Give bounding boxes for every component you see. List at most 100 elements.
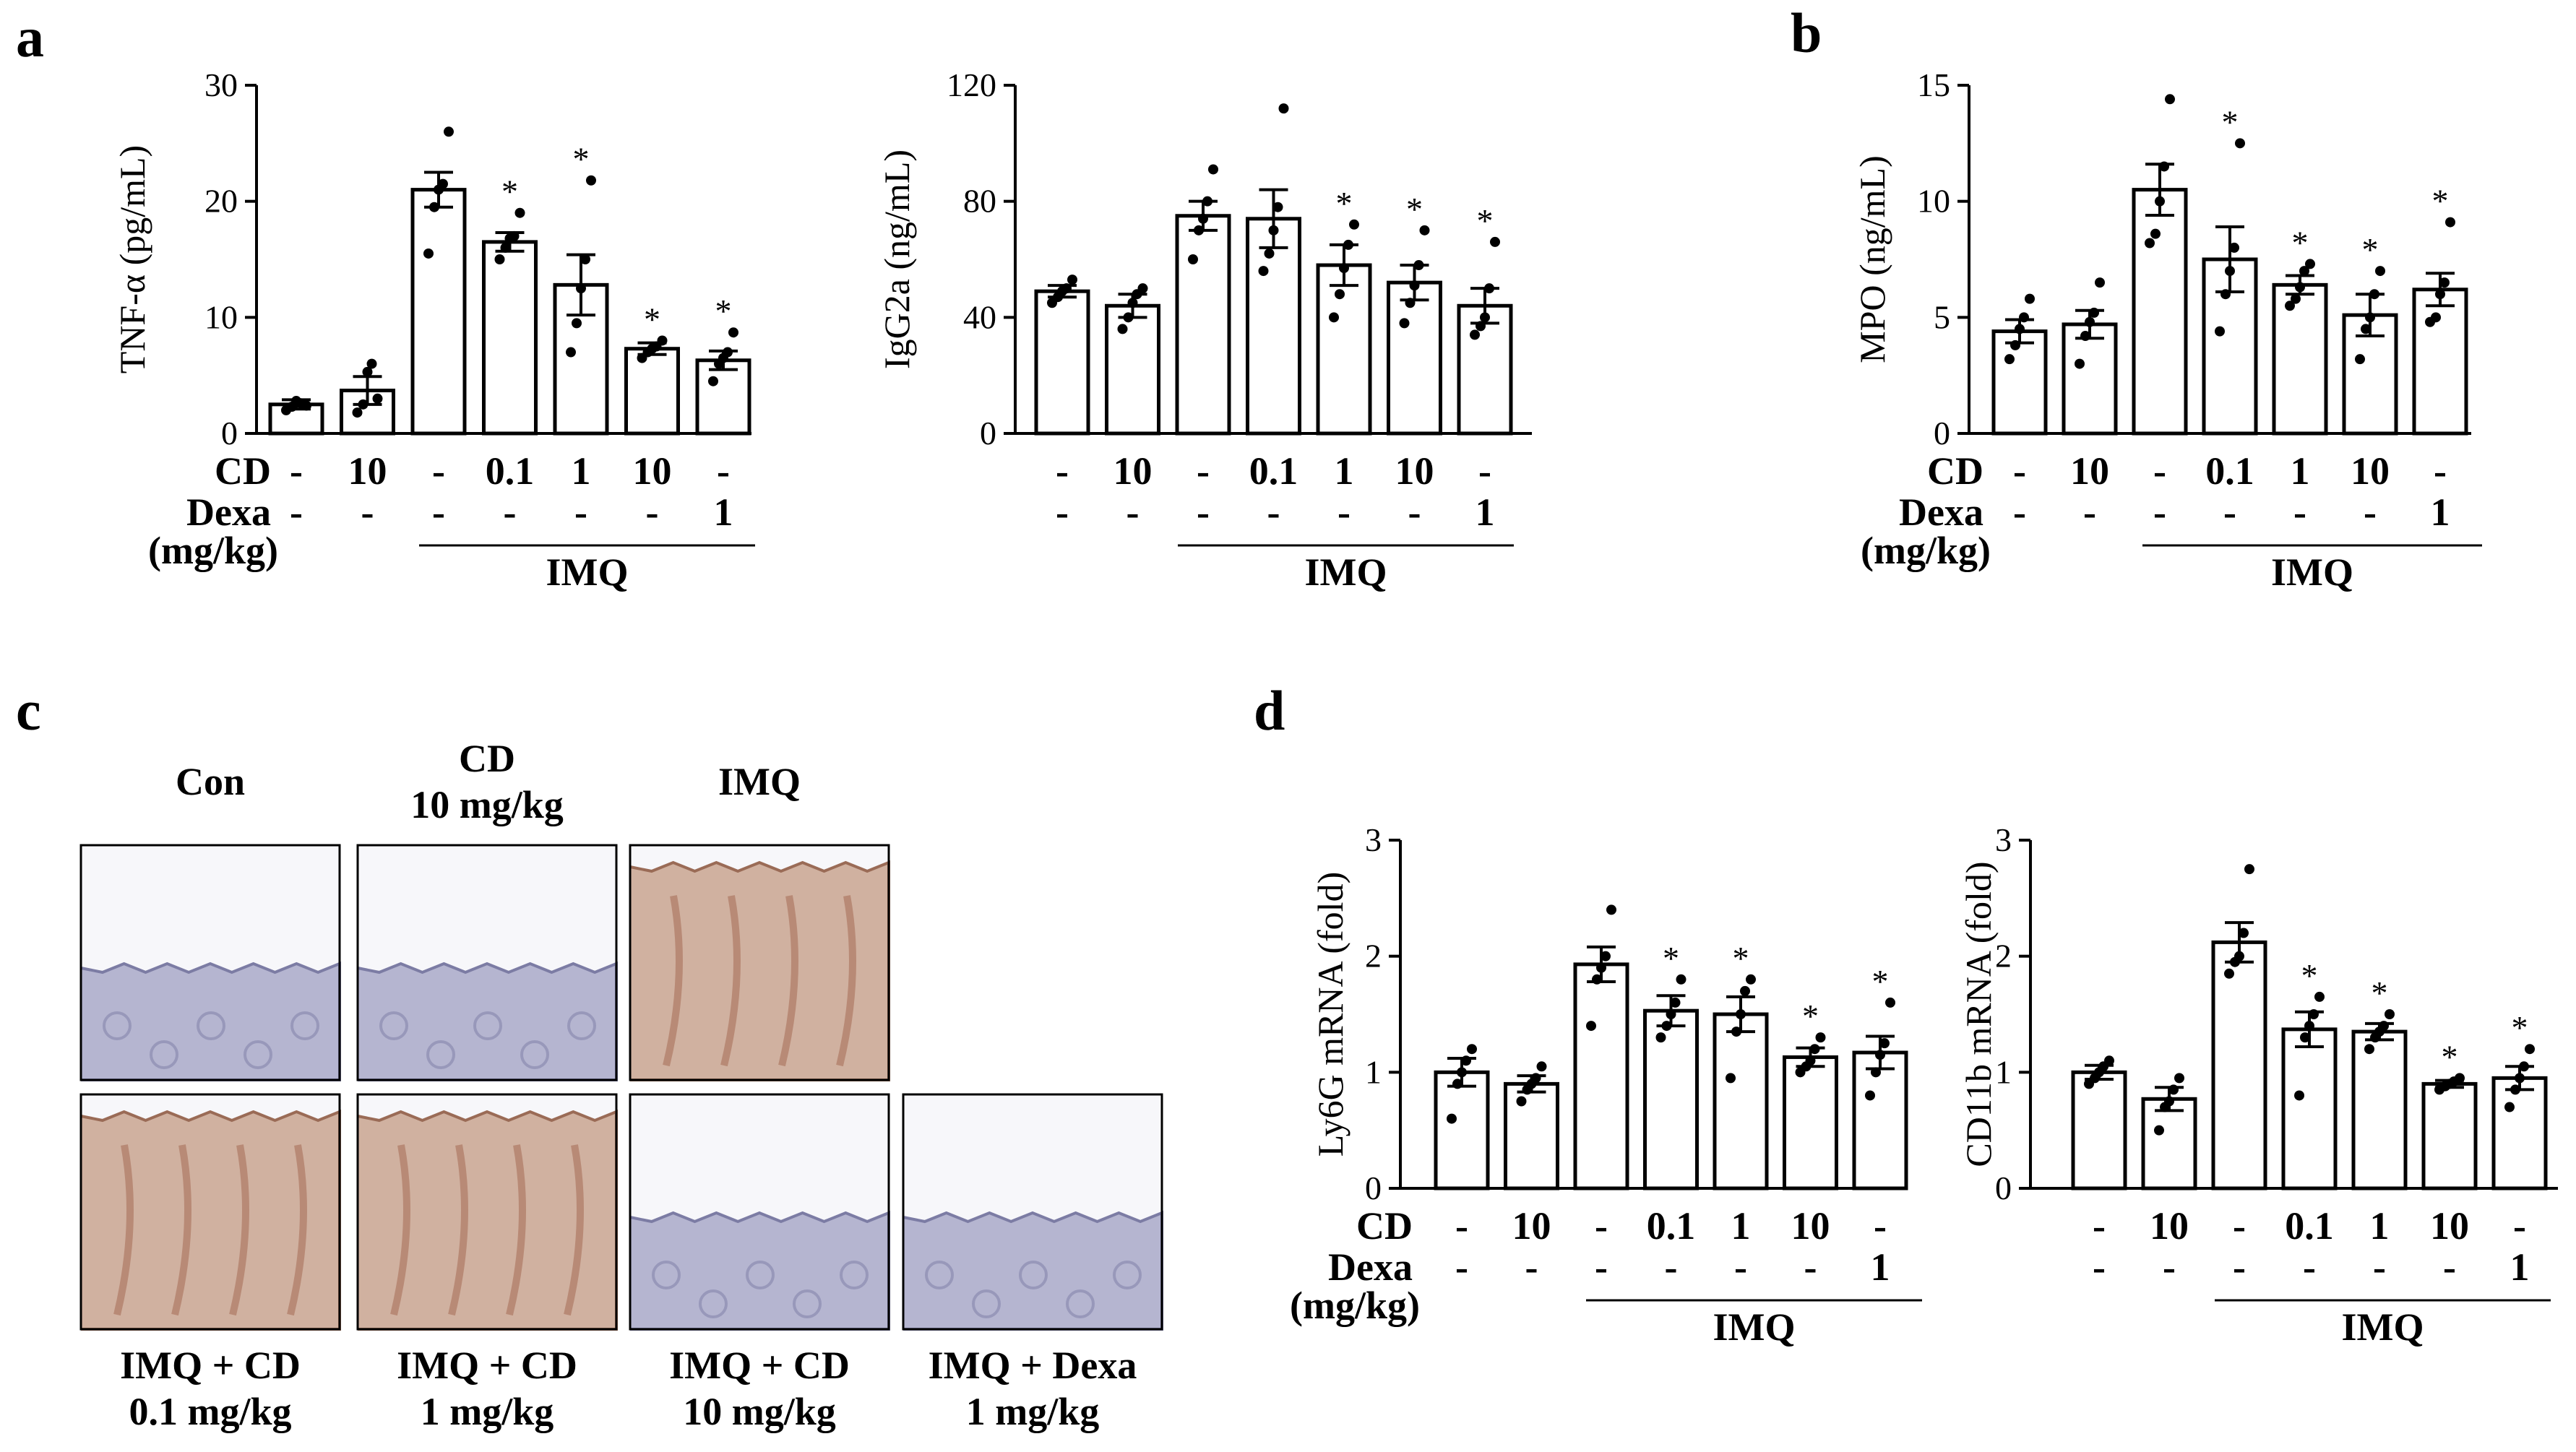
data-point — [1661, 1021, 1672, 1032]
cd-dose-label: 10 — [348, 449, 387, 493]
y-axis-title: IgG2a (ng/mL) — [876, 150, 917, 369]
histology-subtitle: 1 mg/kg — [421, 1390, 554, 1433]
y-tick-label: 1 — [1365, 1053, 1382, 1090]
y-tick-label: 10 — [204, 298, 238, 335]
data-point — [2361, 324, 2371, 334]
data-point — [2229, 242, 2239, 253]
dexa-dose-label: - — [432, 491, 445, 534]
data-point — [2104, 1055, 2114, 1066]
skin-tissue — [358, 1112, 616, 1329]
data-point — [2365, 312, 2375, 323]
data-point — [2294, 1090, 2304, 1101]
cd-dose-label: - — [1595, 1204, 1608, 1248]
significance-star: * — [1872, 963, 1889, 1000]
data-point — [1596, 962, 1606, 973]
y-tick-label: 1 — [1995, 1053, 2012, 1090]
data-point — [576, 283, 586, 294]
data-point — [2295, 282, 2305, 293]
bar — [2351, 1029, 2408, 1190]
hair-follicle — [720, 895, 741, 1067]
epidermis-layer — [80, 1110, 341, 1331]
dexa-dose-label: 1 — [2431, 491, 2450, 534]
bar — [1643, 1008, 1699, 1190]
data-point — [2314, 991, 2325, 1002]
hair-follicle — [229, 1144, 249, 1316]
cd-dose-label: 1 — [1335, 449, 1354, 493]
hair-follicle — [113, 1144, 134, 1316]
bar — [1034, 289, 1090, 436]
data-point — [2145, 238, 2155, 249]
cd-dose-label: - — [1056, 449, 1069, 493]
skin-tissue — [81, 1112, 340, 1329]
data-point — [1061, 283, 1072, 294]
panel-label-d: d — [1254, 679, 1285, 742]
data-point — [1736, 1009, 1746, 1019]
significance-star: * — [501, 173, 518, 210]
data-point — [372, 393, 383, 404]
skin-tissue — [358, 964, 616, 1080]
data-point — [566, 347, 576, 358]
histology-title: CD — [459, 737, 515, 780]
significance-star: * — [2372, 975, 2388, 1011]
data-point — [429, 202, 439, 212]
data-point — [586, 175, 596, 186]
dexa-dose-label: - — [1056, 491, 1069, 534]
panel-label-b: b — [1791, 1, 1822, 64]
data-point — [423, 248, 434, 259]
hair-follicle — [171, 1144, 191, 1316]
data-point — [1676, 974, 1687, 985]
data-point — [2155, 196, 2165, 207]
bar — [410, 188, 467, 436]
bar — [2141, 1097, 2197, 1190]
data-point — [2234, 951, 2244, 961]
dexa-dose-label: - — [361, 491, 374, 534]
cd-dose-label: - — [2153, 449, 2166, 493]
dexa-dose-label: - — [2153, 491, 2166, 534]
data-point — [2075, 358, 2085, 369]
y-tick-label: 5 — [1934, 298, 1950, 335]
data-point — [2309, 1009, 2319, 1019]
data-point — [1208, 164, 1218, 175]
data-point — [366, 358, 377, 369]
significance-star: * — [2432, 183, 2449, 220]
data-point — [1879, 1038, 1890, 1049]
significance-star: * — [1477, 202, 1494, 239]
histology-title: IMQ + CD — [669, 1344, 850, 1387]
gland-structure — [150, 1040, 178, 1069]
data-point — [728, 327, 738, 338]
y-tick-label: 10 — [1917, 183, 1950, 220]
data-point — [2080, 331, 2090, 342]
data-point — [2010, 340, 2020, 350]
data-point — [1726, 1073, 1736, 1084]
data-point — [1339, 263, 1349, 274]
histology-frame — [356, 844, 618, 1081]
cd-dose-label: - — [1478, 449, 1491, 493]
data-point — [2291, 293, 2301, 304]
histology-frame — [629, 1093, 890, 1331]
epidermis-layer — [357, 1110, 618, 1331]
data-point — [1467, 1044, 1477, 1055]
data-point — [2089, 307, 2099, 318]
histology-title: IMQ + CD — [120, 1344, 301, 1387]
cd-dose-label: - — [1874, 1204, 1887, 1248]
data-point — [1670, 997, 1681, 1008]
data-point — [1413, 260, 1424, 271]
cd-dose-label: 10 — [633, 449, 672, 493]
dexa-row-label: Dexa — [1899, 491, 1983, 534]
data-point — [2015, 324, 2025, 334]
dexa-row-label: Dexa — [1328, 1245, 1413, 1289]
data-point — [2174, 1073, 2184, 1084]
data-point — [2304, 1021, 2314, 1032]
data-point — [1490, 236, 1500, 247]
data-point — [2435, 289, 2445, 300]
data-point — [1871, 1067, 1881, 1078]
data-point — [444, 126, 454, 137]
data-point — [1601, 951, 1611, 961]
gland-structure — [197, 1011, 225, 1040]
dexa-dose-label: - — [1595, 1245, 1608, 1289]
hair-follicle — [448, 1144, 468, 1316]
dexa-dose-label: - — [1455, 1245, 1468, 1289]
